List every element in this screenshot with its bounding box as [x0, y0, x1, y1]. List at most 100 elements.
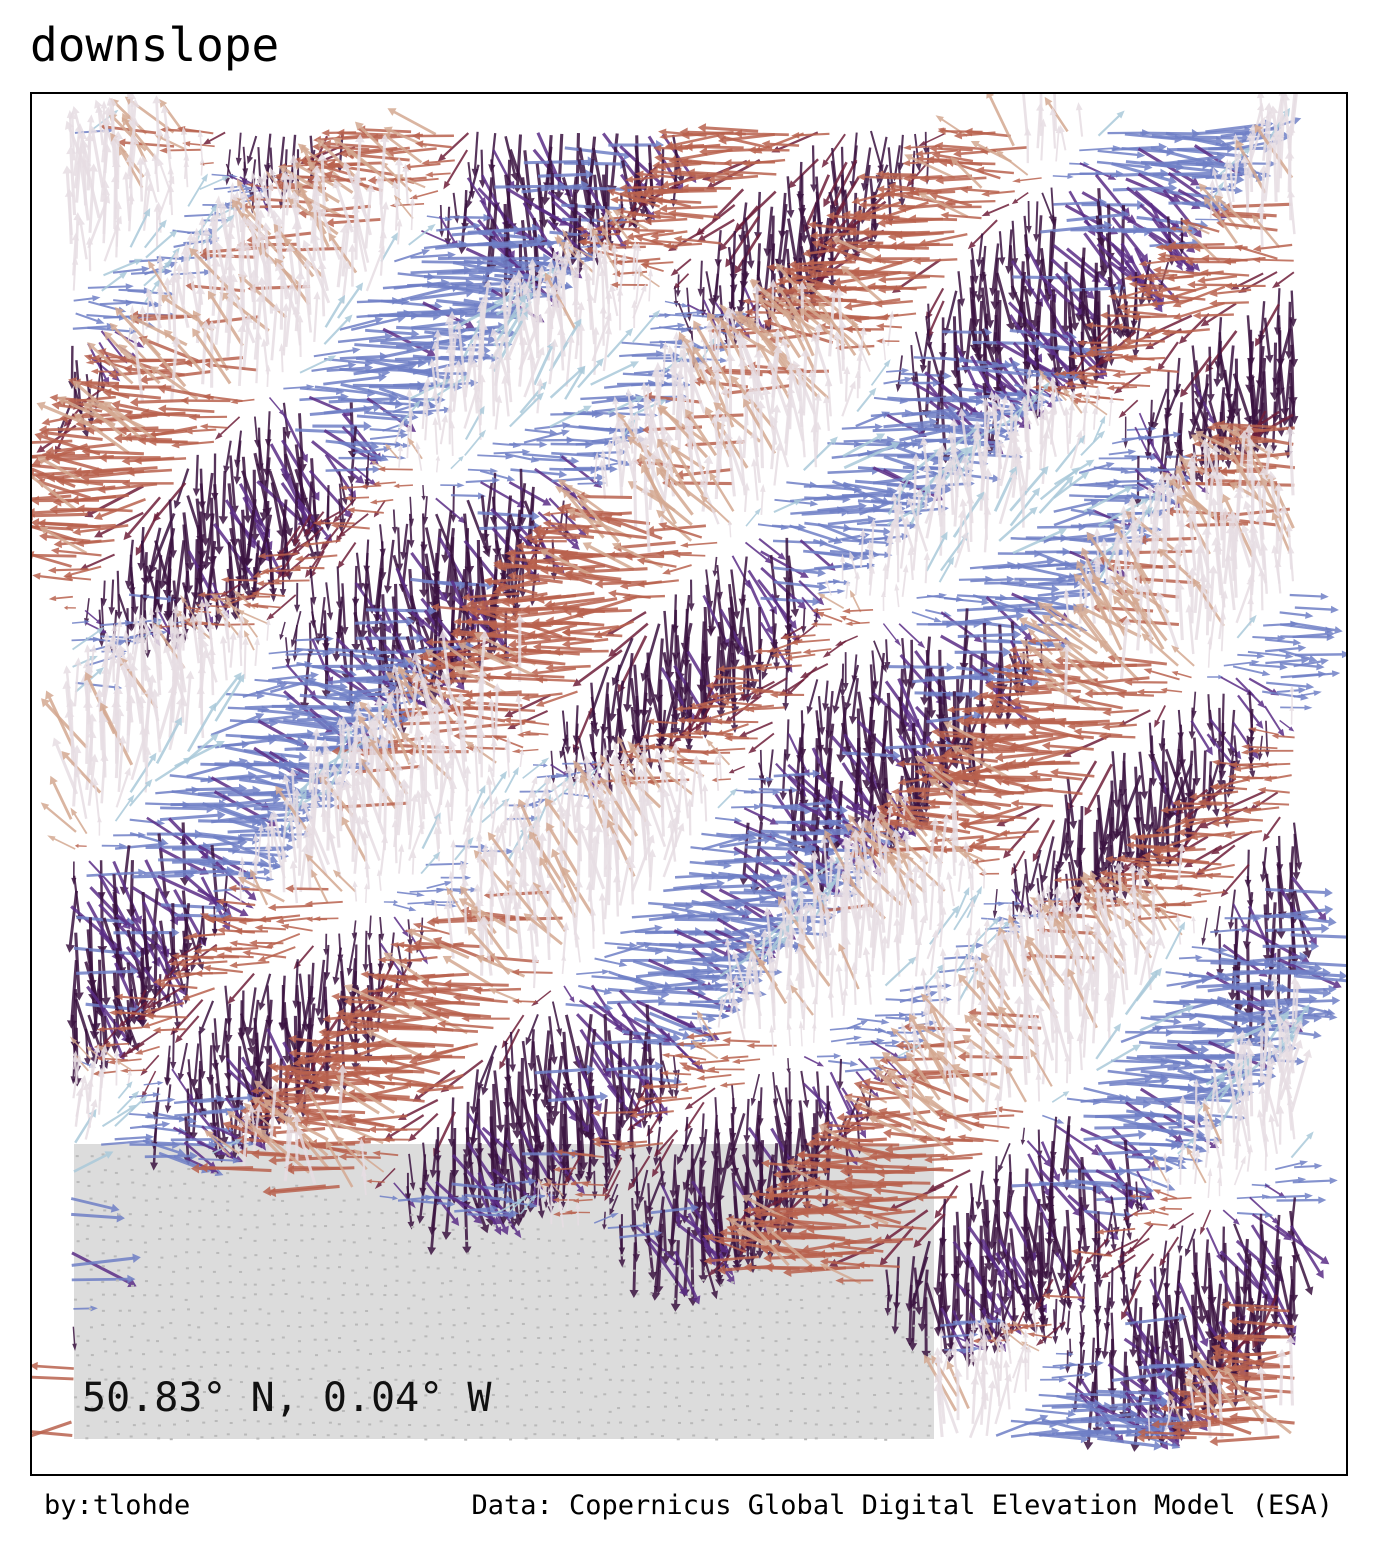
downslope-arrow — [174, 832, 246, 845]
downslope-arrow — [309, 727, 321, 781]
downslope-arrow — [789, 283, 857, 294]
downslope-arrow — [970, 575, 1015, 584]
downslope-arrow — [1142, 581, 1153, 654]
downslope-arrow — [1138, 258, 1181, 267]
downslope-arrow — [743, 482, 750, 513]
downslope-arrow — [108, 579, 116, 616]
downslope-arrow — [658, 426, 669, 485]
downslope-arrow — [110, 381, 175, 392]
downslope-arrow — [366, 690, 423, 701]
downslope-arrow — [917, 756, 958, 765]
downslope-arrow — [88, 860, 121, 895]
downslope-arrow — [537, 523, 604, 537]
downslope-arrow — [672, 552, 706, 558]
downslope-arrow — [998, 506, 1038, 542]
downslope-arrow — [1098, 732, 1136, 741]
downslope-arrow — [1237, 430, 1249, 500]
downslope-arrow — [187, 173, 208, 207]
downslope-arrow — [982, 271, 995, 329]
downslope-arrow — [641, 464, 677, 525]
downslope-arrow — [339, 671, 408, 682]
downslope-arrow — [1204, 872, 1234, 880]
downslope-arrow — [357, 125, 412, 135]
downslope-arrow — [1211, 819, 1250, 827]
downslope-arrow — [32, 551, 72, 568]
downslope-arrow — [76, 504, 133, 514]
downslope-arrow — [1124, 132, 1183, 144]
downslope-arrow — [1070, 521, 1118, 531]
downslope-arrow — [998, 557, 1056, 570]
downslope-arrow — [350, 314, 406, 332]
downslope-arrow — [1047, 300, 1057, 362]
downslope-arrow — [1264, 720, 1270, 758]
downslope-arrow — [371, 460, 385, 470]
downslope-arrow — [425, 860, 469, 867]
downslope-arrow — [842, 562, 876, 571]
downslope-arrow — [294, 149, 302, 199]
downslope-arrow — [901, 704, 934, 767]
downslope-arrow — [225, 293, 236, 357]
downslope-arrow — [41, 451, 103, 472]
downslope-arrow — [728, 276, 736, 327]
downslope-arrow — [1085, 345, 1138, 356]
downslope-arrow — [1009, 427, 1020, 483]
downslope-arrow — [360, 775, 386, 835]
downslope-arrow — [1042, 386, 1084, 393]
downslope-arrow — [207, 290, 244, 347]
downslope-arrow — [1061, 643, 1072, 706]
downslope-arrow — [633, 664, 643, 718]
downslope-arrow — [552, 647, 609, 657]
downslope-arrow — [640, 263, 664, 273]
downslope-arrow — [1175, 465, 1209, 528]
downslope-arrow — [297, 143, 341, 179]
downslope-arrow — [562, 229, 581, 261]
downslope-arrow — [379, 133, 390, 205]
downslope-arrow — [365, 567, 376, 615]
downslope-arrow — [978, 871, 1000, 877]
downslope-arrow — [712, 556, 718, 577]
downslope-arrow — [911, 185, 973, 197]
downslope-arrow — [755, 607, 765, 670]
downslope-arrow — [736, 663, 772, 672]
downslope-arrow — [747, 146, 790, 154]
downslope-arrow — [744, 541, 773, 565]
downslope-arrow — [1083, 577, 1091, 613]
downslope-arrow — [770, 404, 782, 470]
downslope-arrow — [1231, 358, 1242, 417]
downslope-arrow — [197, 631, 207, 692]
downslope-arrow — [265, 618, 271, 641]
downslope-arrow — [875, 652, 886, 707]
downslope-arrow — [878, 761, 889, 823]
downslope-arrow — [1207, 636, 1213, 668]
downslope-arrow — [827, 466, 880, 475]
downslope-arrow — [989, 290, 1000, 355]
downslope-arrow — [1085, 379, 1125, 386]
downslope-arrow — [452, 192, 460, 224]
downslope-arrow — [1025, 579, 1083, 589]
downslope-arrow — [828, 244, 837, 288]
downslope-arrow — [716, 564, 723, 601]
downslope-arrow — [695, 203, 736, 236]
downslope-arrow — [1197, 412, 1209, 467]
downslope-arrow — [268, 718, 341, 734]
downslope-arrow — [946, 705, 997, 714]
downslope-arrow — [875, 338, 900, 344]
downslope-arrow — [1149, 298, 1193, 308]
downslope-arrow — [383, 126, 428, 148]
downslope-arrow — [638, 757, 675, 765]
downslope-arrow — [1039, 406, 1056, 457]
downslope-arrow — [1198, 183, 1240, 231]
downslope-arrow — [1053, 471, 1090, 499]
downslope-arrow — [244, 701, 298, 711]
downslope-arrow — [1135, 226, 1198, 237]
downslope-arrow — [827, 515, 877, 526]
downslope-arrow — [1155, 591, 1180, 650]
downslope-arrow — [618, 855, 633, 906]
downslope-arrow — [451, 260, 516, 274]
downslope-arrow — [456, 692, 468, 762]
downslope-arrow — [791, 131, 830, 139]
downslope-arrow — [197, 785, 261, 796]
downslope-arrow — [911, 453, 920, 511]
downslope-arrow — [856, 173, 903, 181]
downslope-arrow — [640, 623, 661, 682]
